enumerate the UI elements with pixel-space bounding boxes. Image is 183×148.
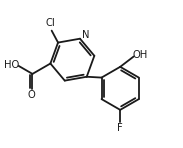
Text: F: F: [117, 123, 123, 133]
Text: Cl: Cl: [46, 18, 56, 28]
Text: OH: OH: [132, 50, 148, 60]
Text: HO: HO: [4, 60, 20, 70]
Text: N: N: [82, 30, 90, 40]
Text: O: O: [28, 90, 36, 100]
